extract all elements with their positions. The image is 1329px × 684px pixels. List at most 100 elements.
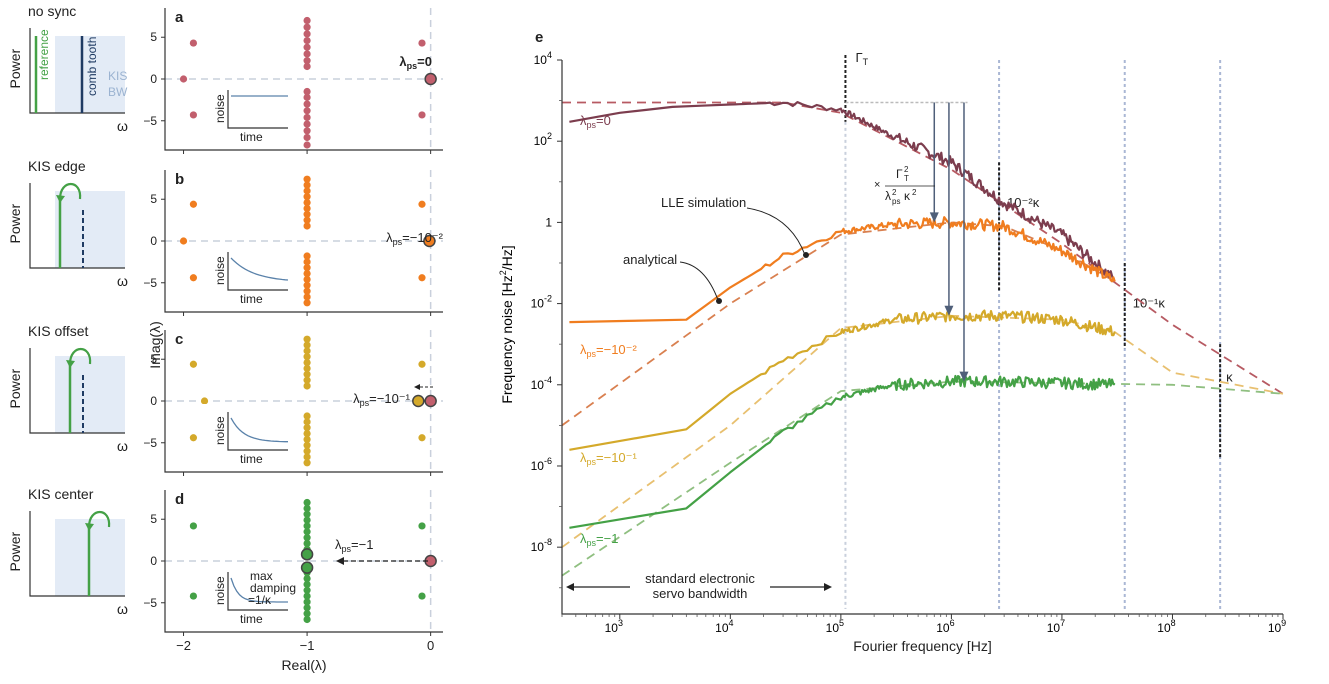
eigenvalue-panels: 50−5aλps=0noisetime50−5bλps=−10⁻²noiseti…: [143, 8, 444, 673]
shift-arrowhead: [414, 384, 420, 390]
eigenvalue-point: [303, 120, 311, 128]
eigenvalue-point: [303, 498, 311, 507]
eigenvalue-point: [303, 412, 311, 420]
tick-exp: 5: [839, 618, 844, 628]
scaling-arrowhead: [959, 371, 969, 382]
y-tick-label: −5: [143, 114, 157, 128]
eigenvalue-point: [303, 522, 311, 530]
formula-num-sub: T: [904, 174, 909, 183]
label-main: λ: [580, 113, 587, 128]
eigenvalue-point: [303, 293, 311, 301]
eigenvalue-point: [418, 522, 426, 530]
panel-c: 5 0 −5 c λps=−10⁻¹ noise time: [143, 330, 443, 476]
kis-label: KIS: [108, 69, 127, 83]
label-main: λ: [580, 342, 587, 357]
panel-letter: b: [175, 171, 184, 188]
kappa-label: 10⁻¹κ: [1133, 296, 1166, 311]
series-label: λps=−10⁻¹: [580, 450, 638, 467]
inset-ylabel: noise: [213, 256, 227, 285]
y-tick-label: 5: [150, 512, 157, 526]
label-value: =−10⁻¹: [369, 391, 411, 406]
panel-axes: [164, 170, 443, 313]
eigenvalue-point: [303, 516, 311, 524]
noise-inset: noise time: [200, 82, 295, 144]
comb-tooth-label: comb tooth: [85, 37, 99, 96]
formula-lambda: λ: [885, 189, 891, 203]
y-tick-label: 104: [534, 50, 552, 67]
y-tick-label: 102: [534, 131, 552, 148]
x-tick-label: 106: [936, 618, 954, 635]
tick-exp: 2: [547, 131, 552, 141]
panel-e-axes: [561, 60, 1283, 615]
eigenvalue-point: [303, 216, 311, 224]
tick-base: 10: [1268, 621, 1282, 635]
eigenvalue-point: [303, 287, 311, 295]
tick-exp: -6: [544, 456, 552, 466]
eigenvalue-point: [418, 111, 426, 119]
eigenvalue-point: [303, 252, 311, 260]
eigenvalue-point: [303, 16, 311, 25]
eigenvalue-point: [189, 434, 198, 442]
damping-note: damping: [250, 581, 296, 595]
eigenvalue-point: [303, 435, 311, 444]
ylabel-main: Frequency noise [Hz: [499, 275, 515, 403]
eigenvalue-point: [303, 418, 311, 426]
cartoon-axes: [29, 183, 125, 269]
eigenvalue-point: [189, 592, 198, 600]
tick-base: 10: [1157, 621, 1171, 635]
cartoon-ylabel: Power: [7, 531, 23, 571]
tick-base: 10: [531, 540, 545, 554]
eigenvalue-point: [303, 141, 311, 149]
eigenvalue-point: [303, 107, 311, 115]
eigenvalue-point: [303, 198, 311, 207]
x-tick-label: 109: [1268, 618, 1286, 635]
eigenvalue-point: [303, 604, 311, 612]
label-subscript: ps: [407, 61, 418, 71]
y-tick-label: 0: [150, 394, 157, 408]
highlight-point: [424, 72, 437, 86]
y-tick-label: 1: [545, 215, 552, 229]
simulated-series: [569, 374, 1116, 529]
eigenvalue-point: [303, 100, 311, 108]
label-subscript: ps: [587, 349, 597, 359]
noise-inset: noise time: [200, 404, 295, 466]
x-tick-label: −1: [300, 638, 315, 653]
highlight-point: [300, 561, 314, 574]
eigenvalue-point: [303, 275, 311, 284]
loop-arrow: [68, 347, 92, 365]
damping-note: =1/κ: [248, 593, 272, 607]
eigenvalue-point: [303, 127, 311, 135]
tick-exp: -4: [544, 375, 552, 385]
eigenvalue-point: [200, 397, 209, 405]
y-tick-label: −5: [143, 436, 157, 450]
eigenvalue-point: [303, 36, 311, 45]
x-tick-label: 104: [715, 618, 733, 635]
loop-arrowhead: [56, 195, 65, 203]
cartoon-axes: [29, 348, 125, 434]
highlight-point: [424, 394, 437, 408]
analytical-curve: [561, 314, 1284, 548]
bw-label: BW: [108, 85, 128, 99]
series-label: λps=0: [580, 113, 611, 130]
cartoon-title: no sync: [28, 3, 76, 19]
loop-arrowhead: [66, 360, 75, 368]
kis-band: [55, 191, 125, 268]
eigenvalue-point: [303, 187, 311, 195]
tick-base: 10: [936, 621, 950, 635]
x-tick-label: 105: [826, 618, 844, 635]
analytical-pointer-dot: [716, 298, 722, 304]
inset-xlabel: time: [240, 612, 263, 626]
eigenvalue-point: [303, 528, 311, 536]
eigenvalue-point: [303, 175, 311, 183]
label-value: =−1: [596, 531, 618, 546]
formula-num-sup: 2: [904, 165, 909, 174]
y-tick-label: 0: [150, 72, 157, 86]
eigenvalue-point: [303, 364, 311, 373]
label-main: λ: [335, 537, 342, 552]
eigenvalue-point: [303, 598, 311, 606]
eigenvalue-point: [303, 87, 311, 96]
eigenvalue-point: [303, 610, 311, 618]
lambda-label: λps=−10⁻²: [386, 230, 444, 247]
eigenvalue-point: [418, 434, 426, 442]
eigenvalue-point: [189, 360, 198, 368]
